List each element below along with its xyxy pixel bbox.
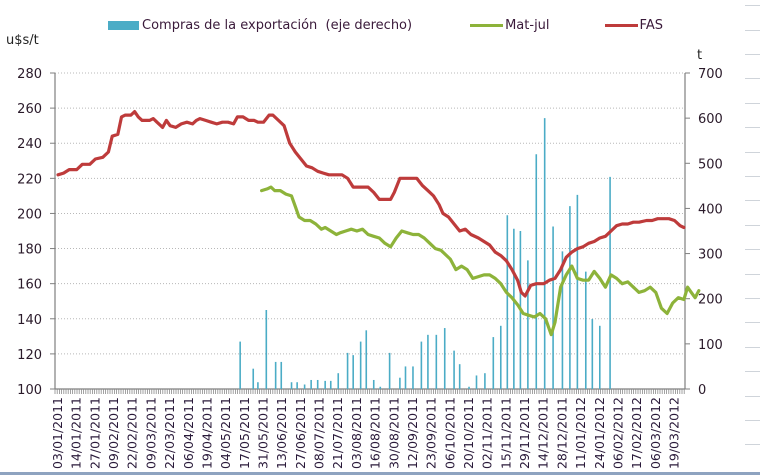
divider bbox=[745, 347, 760, 348]
bar-swatch-icon bbox=[108, 20, 139, 30]
y-tick-label-right: 200 bbox=[698, 293, 723, 308]
x-tick-label: 16/08/2011 bbox=[368, 397, 383, 469]
divider bbox=[745, 200, 760, 201]
x-tick-label: 09/02/2011 bbox=[106, 397, 121, 469]
x-tick-label: 17/05/2011 bbox=[237, 397, 252, 469]
x-tick-label: 27/06/2011 bbox=[293, 397, 308, 469]
x-tick-label: 22/02/2011 bbox=[125, 397, 140, 469]
x-tick-label: 21/07/2011 bbox=[330, 397, 345, 469]
x-tick-label: 19/04/2011 bbox=[199, 397, 214, 469]
divider bbox=[745, 127, 760, 128]
divider bbox=[745, 225, 760, 226]
divider bbox=[745, 396, 760, 397]
divider bbox=[745, 30, 760, 31]
y-tick-label-left: 180 bbox=[17, 243, 42, 258]
x-tick-label: 03/08/2011 bbox=[349, 397, 364, 469]
y-tick-label-left: 260 bbox=[17, 102, 42, 117]
divider bbox=[745, 249, 760, 250]
x-tick-label: 03/01/2011 bbox=[50, 397, 65, 469]
y-tick-label-right: 100 bbox=[698, 338, 723, 353]
y-tick-label-left: 120 bbox=[17, 348, 42, 363]
legend-label: Mat-jul bbox=[505, 17, 550, 33]
divider bbox=[745, 103, 760, 104]
x-tick-label: 06/10/2011 bbox=[442, 397, 457, 469]
x-tick-label: 14/12/2011 bbox=[536, 397, 551, 469]
x-tick-label: 08/07/2011 bbox=[312, 397, 327, 469]
left-axis-unit: u$s/t bbox=[6, 33, 39, 48]
divider bbox=[745, 54, 760, 55]
x-tick-label: 06/03/2012 bbox=[648, 397, 663, 469]
divider bbox=[745, 444, 760, 445]
line-swatch-icon bbox=[470, 23, 504, 27]
x-tick-label: 22/03/2011 bbox=[162, 397, 177, 469]
y-tick-label-left: 280 bbox=[17, 67, 42, 82]
legend-item-fas: FAS bbox=[604, 17, 663, 33]
y-tick-label-left: 240 bbox=[17, 137, 42, 152]
x-tick-label: 23/09/2011 bbox=[424, 397, 439, 469]
x-tick-label: 14/01/2011 bbox=[69, 397, 84, 469]
divider bbox=[745, 176, 760, 177]
y-tick-label-left: 100 bbox=[17, 383, 42, 398]
y-tick-label-left: 220 bbox=[17, 172, 42, 187]
divider bbox=[745, 5, 760, 6]
x-tick-label: 12/09/2011 bbox=[405, 397, 420, 469]
series-fas-line bbox=[56, 109, 686, 298]
y-tick-label-left: 140 bbox=[17, 313, 42, 328]
y-tick-label-right: 600 bbox=[698, 112, 723, 127]
divider bbox=[745, 298, 760, 299]
bottom-border bbox=[0, 472, 760, 475]
x-tick-label: 13/06/2011 bbox=[274, 397, 289, 469]
x-tick-label: 20/10/2011 bbox=[461, 397, 476, 469]
x-tick-label: 11/01/2012 bbox=[573, 397, 588, 469]
y-tick-label-left: 200 bbox=[17, 207, 42, 222]
line-swatch-icon bbox=[604, 23, 638, 27]
y-tick-label-right: 500 bbox=[698, 157, 723, 172]
y-tick-label-left: 160 bbox=[17, 278, 42, 293]
legend-item-compras: Compras de la exportación (eje derecho) bbox=[108, 18, 412, 33]
y-tick-label-right: 700 bbox=[698, 67, 723, 82]
divider bbox=[745, 78, 760, 79]
x-tick-label: 19/03/2012 bbox=[667, 397, 682, 469]
x-tick-label: 30/08/2011 bbox=[386, 397, 401, 469]
divider bbox=[745, 420, 760, 421]
x-tick-label: 15/11/2011 bbox=[498, 397, 513, 469]
divider bbox=[745, 152, 760, 153]
right-axis-unit: t bbox=[697, 48, 703, 63]
series-mat-jul-line bbox=[260, 185, 701, 337]
legend-label: FAS bbox=[639, 17, 663, 33]
x-tick-label: 24/01/2012 bbox=[592, 397, 607, 469]
chart-legend: Compras de la exportación (eje derecho) … bbox=[108, 14, 663, 36]
x-tick-label: 09/03/2011 bbox=[143, 397, 158, 469]
x-tick-label: 06/02/2012 bbox=[610, 397, 625, 469]
x-tick-label: 29/11/2011 bbox=[517, 397, 532, 469]
x-tick-label: 17/02/2012 bbox=[629, 397, 644, 469]
divider bbox=[745, 371, 760, 372]
x-tick-label: 31/05/2011 bbox=[256, 397, 271, 469]
divider bbox=[745, 274, 760, 275]
x-tick-label: 04/05/2011 bbox=[218, 397, 233, 469]
y-tick-label-right: 300 bbox=[698, 248, 723, 263]
x-tick-label: 28/12/2011 bbox=[554, 397, 569, 469]
divider bbox=[745, 322, 760, 323]
legend-label: Compras de la exportación (eje derecho) bbox=[142, 17, 413, 33]
x-tick-label: 27/01/2011 bbox=[87, 397, 102, 469]
x-tick-label: 02/11/2011 bbox=[480, 397, 495, 469]
legend-item-mat-jul: Mat-jul bbox=[470, 17, 550, 33]
x-tick-label: 06/04/2011 bbox=[181, 397, 196, 469]
y-tick-label-right: 400 bbox=[698, 202, 723, 217]
y-tick-label-right: 0 bbox=[698, 383, 706, 398]
